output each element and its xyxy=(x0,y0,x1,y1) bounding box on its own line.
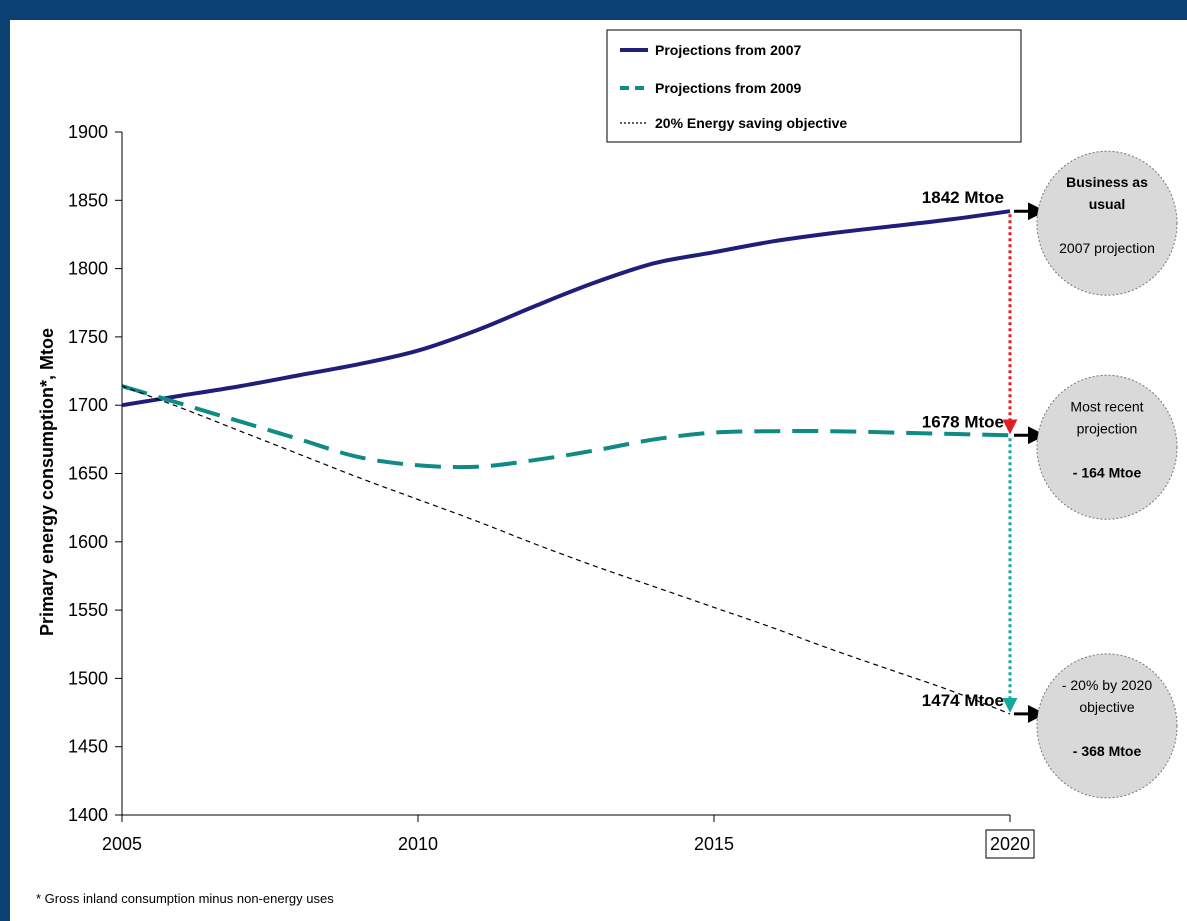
legend-label-2009: Projections from 2009 xyxy=(655,80,801,96)
outcome-circle-text: 2007 projection xyxy=(1059,240,1155,256)
value-annotation: 1842 Mtoe xyxy=(922,188,1004,207)
outcome-circle-text: usual xyxy=(1089,196,1126,212)
x-tick-highlight-box xyxy=(985,829,1035,859)
legend-label-2007: Projections from 2007 xyxy=(655,42,801,58)
y-tick-label: 1700 xyxy=(68,395,108,415)
series-group xyxy=(121,209,1011,715)
outcome-circle-text: - 368 Mtoe xyxy=(1073,743,1142,759)
energy-consumption-chart: Primary energy consumption*, Mtoe 140014… xyxy=(36,29,1178,906)
value-annotation: 1678 Mtoe xyxy=(922,412,1004,431)
outcome-circle xyxy=(1036,374,1178,520)
y-tick-label: 1850 xyxy=(68,190,108,210)
outcome-circles: Business as usual 2007 projection Most rece… xyxy=(1014,150,1178,799)
x-tick-label: 2020 xyxy=(990,834,1030,854)
y-tick-label: 1450 xyxy=(68,737,108,757)
series-line-projections-from-2007 xyxy=(121,209,1011,408)
x-tick-label: 2010 xyxy=(398,834,438,854)
y-tick-label: 1500 xyxy=(68,668,108,688)
y-tick-label: 1750 xyxy=(68,327,108,347)
y-tick-label: 1600 xyxy=(68,532,108,552)
value-annotation: 1474 Mtoe xyxy=(922,691,1004,710)
outcome-circle-text: - 20% by 2020 xyxy=(1062,677,1152,693)
legend-label-objective: 20% Energy saving objective xyxy=(655,115,847,131)
y-axis-label: Primary energy consumption*, Mtoe xyxy=(37,328,57,636)
y-tick-label: 1400 xyxy=(68,805,108,825)
outcome-circle-text: objective xyxy=(1079,699,1134,715)
outcome-circle xyxy=(1036,150,1178,296)
annotations-group: 1842 Mtoe 1678 Mtoe 1474 Mtoe xyxy=(922,188,1018,713)
series-line-projections-from-2009 xyxy=(121,384,1011,470)
outcome-circle xyxy=(1036,653,1178,799)
x-tick-label: 2005 xyxy=(102,834,142,854)
x-tick-label: 2015 xyxy=(694,834,734,854)
footnote: * Gross inland consumption minus non-ene… xyxy=(36,891,334,906)
series-line-20-energy-saving-objective xyxy=(121,385,1011,715)
y-tick-label: 1900 xyxy=(68,122,108,142)
outcome-circle-text: projection xyxy=(1077,420,1138,436)
y-tick-label: 1550 xyxy=(68,600,108,620)
y-tick-label: 1650 xyxy=(68,464,108,484)
legend: Projections from 2007 Projections from 2… xyxy=(606,29,1022,143)
y-axis: 1400 1450 1500 1550 1600 1650 1700 1750 1800 1850… xyxy=(68,122,123,825)
y-tick-label: 1800 xyxy=(68,259,108,279)
outcome-circle-text: Business as xyxy=(1066,174,1148,190)
x-axis: 2005 2010 2015 2020 xyxy=(102,814,1035,859)
outcome-circle-text: - 164 Mtoe xyxy=(1073,464,1142,480)
chart-frame: Primary energy consumption*, Mtoe 1400 14… xyxy=(10,20,1187,921)
outcome-circle-text: Most recent xyxy=(1070,398,1143,414)
